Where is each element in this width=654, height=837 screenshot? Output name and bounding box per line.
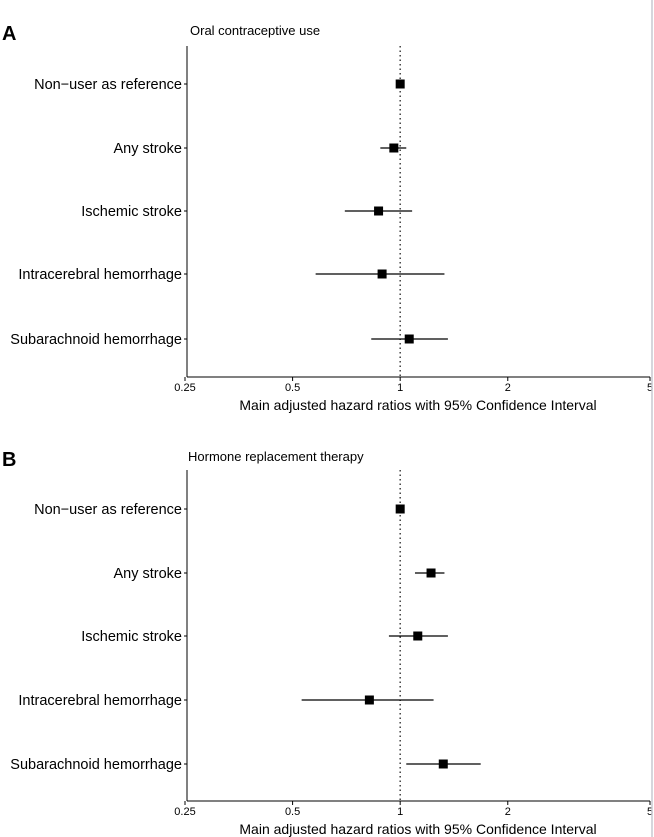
category-label: Ischemic stroke xyxy=(81,204,182,220)
estimate-marker xyxy=(364,695,374,705)
x-tick-label: 0.25 xyxy=(174,382,195,394)
x-tick-label: 1 xyxy=(397,806,403,818)
x-tick-label: 5 xyxy=(647,382,653,394)
estimate-marker xyxy=(413,631,423,641)
panel-a-x-axis-title: Main adjusted hazard ratios with 95% Con… xyxy=(239,397,596,413)
panel-letter-a: A xyxy=(2,23,16,45)
panel-oral-contraceptive: A Oral contraceptive use Main adjusted h… xyxy=(2,23,653,413)
x-tick-label: 2 xyxy=(505,806,511,818)
category-label: Any stroke xyxy=(114,566,183,582)
category-label: Any stroke xyxy=(114,141,183,157)
estimate-marker xyxy=(377,269,387,279)
estimate-marker xyxy=(404,334,414,344)
estimate-marker xyxy=(389,143,399,153)
x-tick-label: 0.25 xyxy=(174,806,195,818)
category-label: Non−user as reference xyxy=(34,77,182,93)
category-label: Subarachnoid hemorrhage xyxy=(10,332,182,348)
panel-b-x-axis-title: Main adjusted hazard ratios with 95% Con… xyxy=(239,821,596,837)
x-tick-label: 0.5 xyxy=(285,806,300,818)
x-tick-label: 2 xyxy=(505,382,511,394)
category-label: Intracerebral hemorrhage xyxy=(18,267,182,283)
panel-a-title: Oral contraceptive use xyxy=(190,23,320,38)
panel-hormone-replacement: B Hormone replacement therapy Main adjus… xyxy=(2,449,653,837)
estimate-marker xyxy=(426,568,436,578)
x-tick-label: 5 xyxy=(647,806,653,818)
category-label: Subarachnoid hemorrhage xyxy=(10,757,182,773)
estimate-marker xyxy=(395,79,405,89)
estimate-marker xyxy=(438,759,448,769)
panel-letter-b: B xyxy=(2,449,16,471)
category-label: Non−user as reference xyxy=(34,502,182,518)
category-label: Intracerebral hemorrhage xyxy=(18,693,182,709)
category-label: Ischemic stroke xyxy=(81,629,182,645)
estimate-marker xyxy=(395,504,405,514)
x-tick-label: 1 xyxy=(397,382,403,394)
estimate-marker xyxy=(374,206,384,216)
panel-b-title: Hormone replacement therapy xyxy=(188,449,364,464)
x-tick-label: 0.5 xyxy=(285,382,300,394)
